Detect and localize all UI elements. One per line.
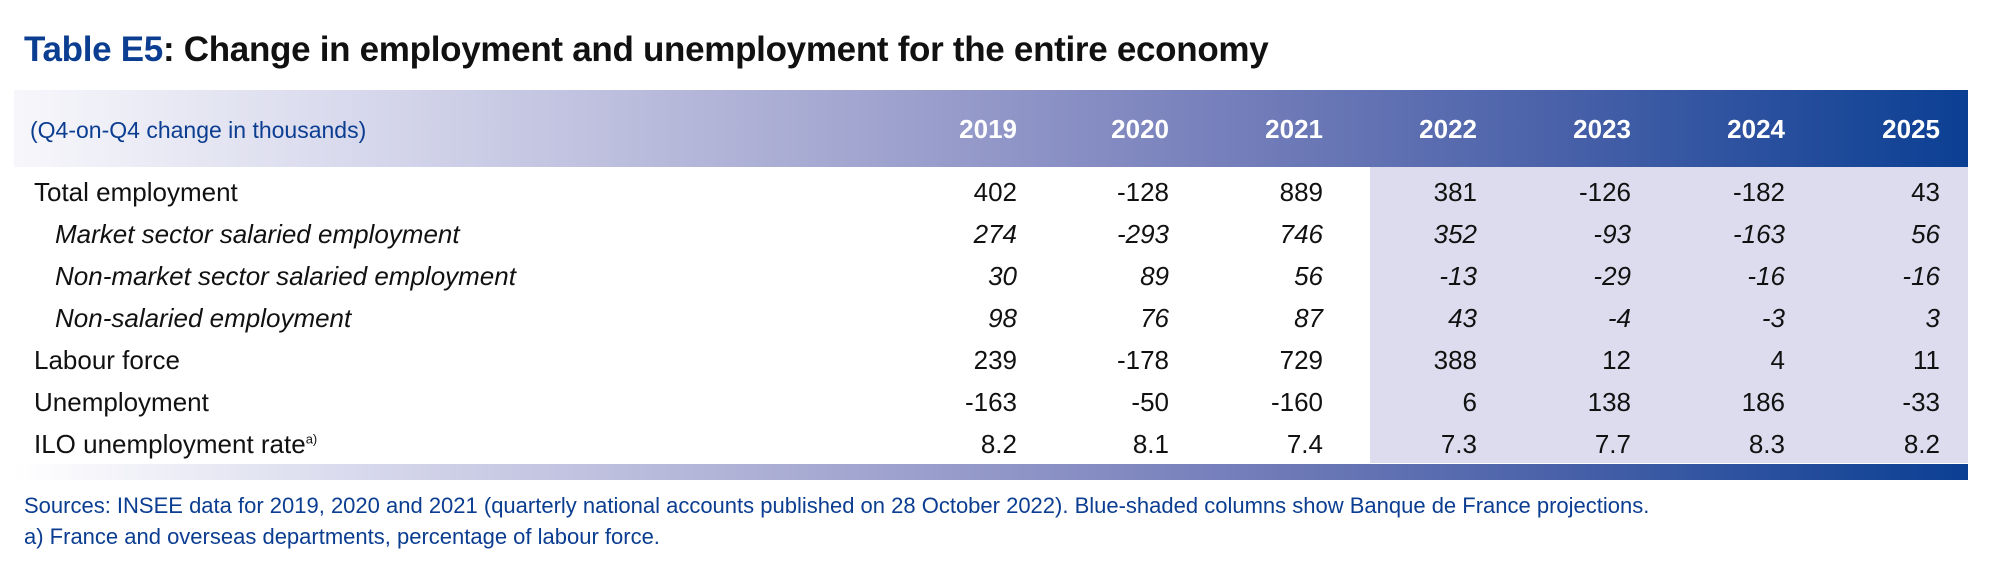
cell-2022: 352 [1433, 219, 1477, 249]
cell-2023: -126 [1578, 177, 1631, 207]
row-label: Non-salaried employment [55, 303, 351, 334]
cell-2021: -160 [1270, 387, 1323, 417]
row-label-text: Labour force [34, 345, 180, 375]
cell-2020: -293 [1116, 219, 1169, 249]
cell-2019: 98 [988, 303, 1017, 333]
table-number: Table E5 [24, 30, 163, 69]
cell-2025: 11 [1913, 345, 1940, 375]
table-row: Total employment 402 -128 889 381 -126 -182 43 [0, 171, 2000, 213]
row-label-text: ILO unemployment rate [34, 429, 306, 459]
cell-2019: 402 [973, 177, 1017, 207]
cell-2020: -50 [1131, 387, 1169, 417]
cell-2024: -3 [1761, 303, 1785, 333]
cell-2019: 274 [973, 219, 1017, 249]
cell-2022: 43 [1448, 303, 1477, 333]
cell-2025: 43 [1911, 177, 1940, 207]
cell-2023: 138 [1587, 387, 1631, 417]
cell-2025: 8.2 [1903, 429, 1940, 459]
cell-2020: 89 [1140, 261, 1169, 291]
table-row: ILO unemployment ratea) 8.2 8.1 7.4 7.3 7.7 8.… [0, 423, 2000, 465]
header-band [14, 90, 1968, 167]
cell-2020: -128 [1116, 177, 1169, 207]
cell-2022: 381 [1433, 177, 1477, 207]
cell-2021: 87 [1294, 303, 1323, 333]
cell-2023: -93 [1593, 219, 1631, 249]
row-label: Unemployment [34, 387, 209, 418]
table-row: Market sector salaried employment 274 -293… [0, 213, 2000, 255]
footer-bar [14, 464, 1968, 480]
table-title: Table E5: Change in employment and unemp… [24, 30, 1269, 70]
table-row: Labour force 239 -178 729 388 12 4 11 [0, 339, 2000, 381]
cell-2023: -4 [1607, 303, 1631, 333]
footnote-a: a) France and overseas departments, perc… [24, 524, 660, 549]
cell-2022: 6 [1462, 387, 1477, 417]
cell-2019: -163 [964, 387, 1017, 417]
cell-2020: -178 [1116, 345, 1169, 375]
row-label-text: Total employment [34, 177, 238, 207]
column-header-2019: 2019 [959, 114, 1017, 144]
cell-2024: -163 [1732, 219, 1785, 249]
sources-note: Sources: INSEE data for 2019, 2020 and 2… [24, 493, 1650, 518]
row-label-text: Market sector salaried employment [55, 219, 460, 249]
cell-2024: 8.3 [1748, 429, 1785, 459]
column-header-2020: 2020 [1111, 114, 1169, 144]
cell-2019: 239 [973, 345, 1017, 375]
cell-2021: 56 [1294, 261, 1323, 291]
column-header-2024: 2024 [1727, 114, 1785, 144]
table-row: Unemployment -163 -50 -160 6 138 186 -33 [0, 381, 2000, 423]
cell-2021: 729 [1279, 345, 1323, 375]
column-header-2021: 2021 [1265, 114, 1323, 144]
table-row: Non-market sector salaried employment 30 8… [0, 255, 2000, 297]
cell-2025: 56 [1911, 219, 1940, 249]
cell-2024: 4 [1770, 345, 1785, 375]
cell-2021: 7.4 [1286, 429, 1323, 459]
unit-label: (Q4-on-Q4 change in thousands) [30, 117, 367, 143]
cell-2021: 889 [1279, 177, 1323, 207]
table-title-text: : Change in employment and unemployment … [162, 30, 1269, 69]
projection-shading [1370, 167, 1968, 463]
column-header-2023: 2023 [1573, 114, 1631, 144]
cell-2025: 3 [1925, 303, 1940, 333]
cell-2024: -182 [1732, 177, 1785, 207]
cell-2019: 8.2 [980, 429, 1017, 459]
cell-2024: 186 [1741, 387, 1785, 417]
row-label: Non-market sector salaried employment [55, 261, 516, 292]
cell-2021: 746 [1279, 219, 1323, 249]
row-label: ILO unemployment ratea) [34, 429, 317, 460]
cell-2020: 8.1 [1132, 429, 1169, 459]
row-label-text: Non-market sector salaried employment [55, 261, 516, 291]
table-row: Non-salaried employment 98 76 87 43 -4 -3 3 [0, 297, 2000, 339]
column-header-2022: 2022 [1419, 114, 1477, 144]
row-label: Labour force [34, 345, 180, 376]
cell-2019: 30 [988, 261, 1017, 291]
cell-2022: 7.3 [1440, 429, 1477, 459]
cell-2020: 76 [1140, 303, 1169, 333]
cell-2024: -16 [1747, 261, 1785, 291]
footnote-marker: a) [305, 431, 318, 447]
row-label: Market sector salaried employment [55, 219, 460, 250]
row-label-text: Unemployment [34, 387, 209, 417]
row-label-text: Non-salaried employment [55, 303, 352, 333]
cell-2025: -33 [1902, 387, 1940, 417]
column-header-2025: 2025 [1882, 114, 1940, 144]
cell-2023: 7.7 [1594, 429, 1631, 459]
cell-2023: 12 [1602, 345, 1631, 375]
cell-2022: -13 [1439, 261, 1477, 291]
cell-2025: -16 [1902, 261, 1940, 291]
cell-2023: -29 [1593, 261, 1631, 291]
row-label: Total employment [34, 177, 238, 208]
cell-2022: 388 [1433, 345, 1477, 375]
